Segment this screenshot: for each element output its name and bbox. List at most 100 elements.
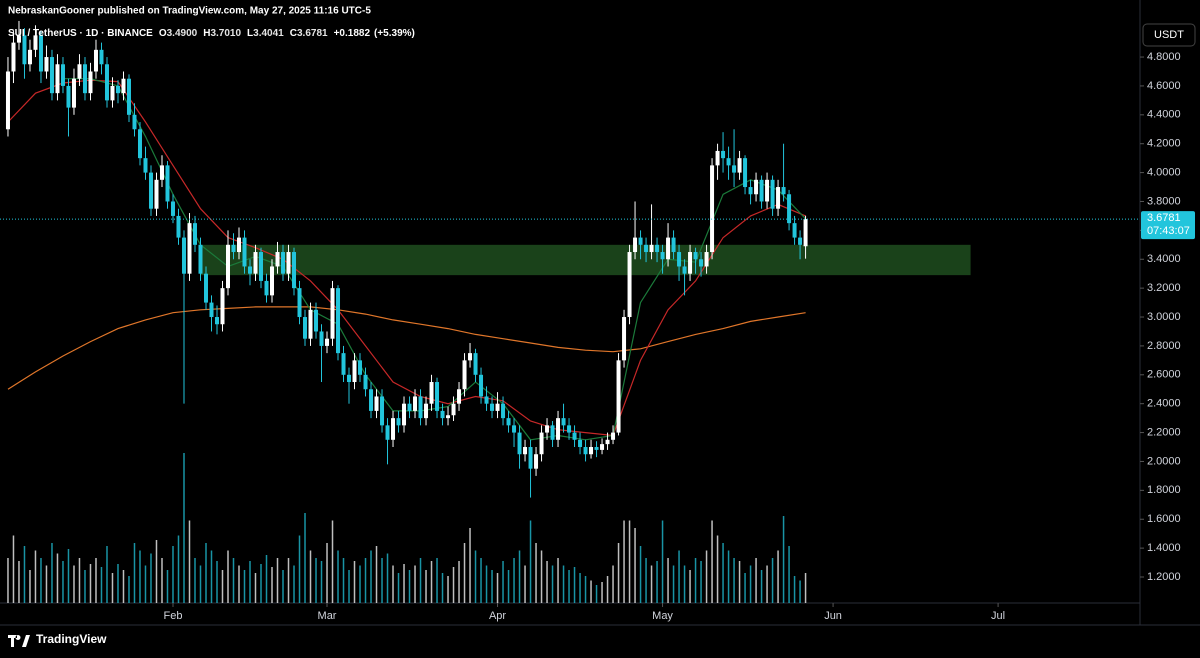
y-tick-label: 3.4000: [1147, 253, 1181, 265]
candle-body: [170, 201, 175, 216]
candle-body: [198, 244, 203, 274]
volume-bar: [546, 561, 548, 603]
volume-bar: [331, 520, 334, 603]
volume-bar: [353, 561, 356, 603]
candle-body: [402, 403, 407, 426]
y-tick-label: 1.2000: [1147, 571, 1181, 583]
candle-body: [203, 273, 208, 303]
symbol: SUI / TetherUS · 1D · BINANCE: [8, 28, 153, 39]
candle-body: [325, 338, 330, 346]
candle-body: [660, 252, 665, 260]
candle-body: [473, 353, 478, 375]
volume-bar: [133, 543, 136, 603]
currency[interactable]: USDT: [1154, 29, 1184, 41]
candle-body: [572, 432, 577, 440]
ohlc-prefix: C: [290, 28, 297, 39]
candle-body: [759, 179, 764, 202]
candle-body: [616, 360, 621, 433]
candle-body: [435, 382, 440, 411]
volume-bar: [7, 558, 9, 603]
volume-bar: [727, 550, 730, 603]
candle-body: [132, 114, 137, 130]
footer: [0, 625, 1200, 653]
candle-body: [798, 237, 803, 245]
candle-body: [60, 64, 65, 86]
candle-body: [600, 444, 605, 450]
volume-bar: [326, 543, 328, 603]
volume-bar: [73, 565, 75, 603]
candle-body: [264, 280, 269, 296]
candle-body: [281, 252, 286, 274]
y-tick-label: 2.0000: [1147, 455, 1181, 467]
candle-body: [16, 35, 21, 43]
candle-body: [737, 158, 742, 173]
candle-body: [462, 360, 467, 390]
candle-body: [638, 237, 643, 245]
currency-button[interactable]: [1142, 23, 1196, 47]
volume-bar: [623, 520, 625, 603]
candle-body: [710, 165, 715, 253]
y-tick-label: 2.2000: [1147, 426, 1181, 438]
volume-bar: [397, 573, 400, 603]
volume-bar: [793, 576, 796, 603]
candle-body: [270, 266, 275, 296]
candle-body: [787, 194, 792, 224]
symbol-legend: SUI / TetherUS · 1D · BINANCE O3.4900 H3.7…: [8, 28, 415, 39]
candle-body: [418, 396, 423, 419]
volume-bar: [782, 516, 785, 603]
candle-body: [726, 158, 731, 166]
volume-bar: [463, 543, 466, 603]
candle-body: [314, 309, 319, 332]
candle-body: [605, 439, 610, 445]
candle-body: [479, 374, 484, 397]
volume-bar: [403, 564, 405, 603]
volume-bar: [634, 528, 636, 603]
volume-bar: [755, 558, 757, 603]
volume-bar: [348, 570, 350, 603]
volume-bar: [766, 565, 768, 603]
volume-bar: [62, 561, 64, 603]
candle-body: [424, 403, 429, 419]
candle-body: [715, 150, 720, 166]
header: NebraskanGooner published on TradingView…: [8, 6, 371, 17]
volume-bar: [705, 550, 708, 603]
volume-bar: [639, 546, 642, 603]
candle-body: [627, 252, 632, 318]
last-price-box: [1141, 211, 1195, 240]
moving-average: [7, 306, 806, 390]
volume-bar: [722, 543, 724, 603]
candle-body: [22, 35, 27, 65]
support-zone: [200, 244, 971, 276]
volume-bar: [595, 585, 598, 603]
candle-body: [27, 49, 32, 65]
candle-body: [143, 158, 148, 173]
volume-bar: [733, 558, 735, 603]
candle-body: [792, 223, 797, 238]
volume-bar: [645, 558, 647, 603]
candle-body: [308, 309, 313, 339]
volume-bar: [392, 565, 394, 603]
candle-body: [71, 78, 76, 108]
volume-bar: [469, 528, 471, 603]
volume-bar: [557, 558, 559, 603]
volume-bar: [777, 550, 779, 603]
candle-body: [770, 179, 775, 209]
change: +0.1882: [334, 28, 371, 39]
ohlc-prefix: H: [203, 28, 210, 39]
volume-bar: [485, 565, 488, 603]
volume-bar: [430, 561, 433, 603]
candle-body: [484, 396, 489, 404]
volume-bar: [276, 558, 279, 603]
volume-bar: [67, 549, 70, 603]
candle-body: [803, 219, 808, 247]
ohlc-prefix: L: [247, 28, 253, 39]
volume-bar: [414, 565, 416, 603]
candle-body: [413, 396, 418, 411]
volume-bar: [205, 543, 207, 603]
candle-body: [99, 49, 104, 65]
volume-bar: [183, 453, 185, 603]
candle-body: [550, 425, 555, 440]
volume-bar: [34, 550, 37, 603]
